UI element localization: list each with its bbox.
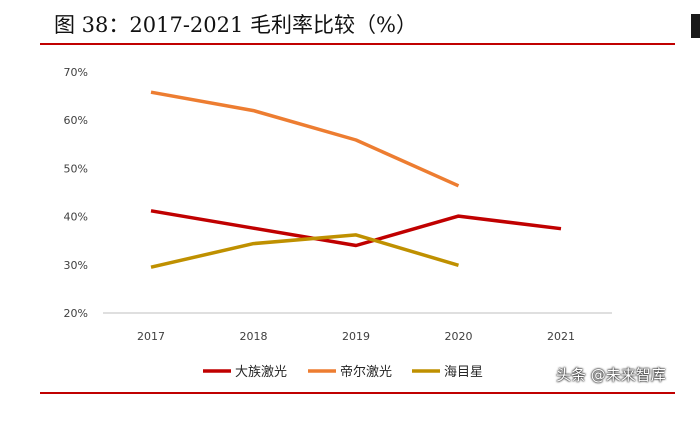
y-tick-label: 20% <box>64 307 88 320</box>
next-figure-edge <box>691 14 700 38</box>
y-tick-label: 70% <box>64 66 88 79</box>
chart-series-lines <box>150 90 562 269</box>
watermark: 头条 @未来智库 <box>556 366 666 384</box>
y-tick-label: 50% <box>64 162 88 175</box>
y-tick-label: 60% <box>64 114 88 127</box>
series-line-2 <box>150 90 460 188</box>
series-line-1 <box>150 209 562 248</box>
x-tick-label: 2018 <box>240 330 268 343</box>
x-tick-label: 2021 <box>547 330 575 343</box>
bottom-rule <box>40 392 675 394</box>
chart-axes: 20% 30% 40% 50% 60% 70% 2017 2018 2019 2020 2021 <box>64 66 612 343</box>
series-line-3 <box>150 233 459 269</box>
x-tick-label: 2019 <box>342 330 370 343</box>
y-tick-label: 30% <box>64 259 88 272</box>
legend-label: 帝尔激光 <box>340 364 392 380</box>
title-underline <box>40 43 675 45</box>
legend-label: 海目星 <box>444 365 483 380</box>
x-tick-label: 2020 <box>445 330 473 343</box>
legend-label: 大族激光 <box>235 364 287 380</box>
x-tick-label: 2017 <box>137 330 165 343</box>
page-title: 图 38：2017-2021 毛利率比较（%） <box>54 13 418 37</box>
chart-legend: 大族激光 帝尔激光 海目星 <box>203 364 483 380</box>
y-tick-label: 40% <box>64 211 88 224</box>
